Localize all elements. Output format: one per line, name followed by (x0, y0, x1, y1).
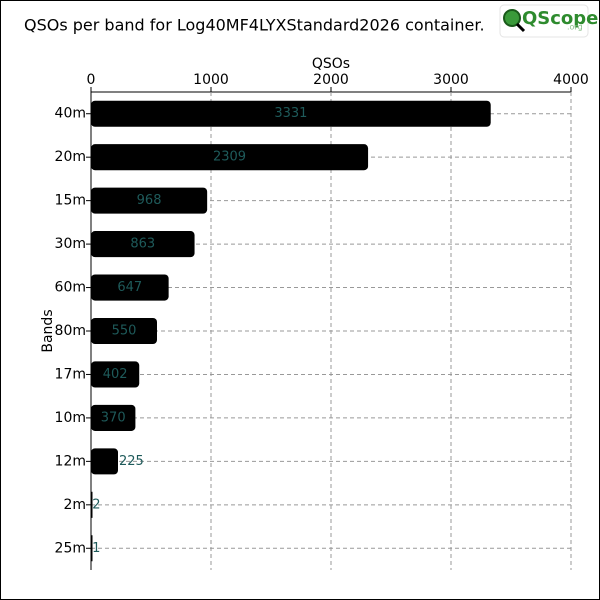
x-tick-label: 3000 (433, 72, 469, 88)
value-label: 647 (117, 280, 142, 295)
y-tick-label: 12m (55, 453, 86, 469)
logo: QScope .org (499, 4, 598, 38)
y-tick-label: 2m (63, 497, 86, 513)
value-label: 2 (92, 497, 100, 512)
chart-title: QSOs per band for Log40MF4LYXStandard202… (24, 16, 485, 35)
value-label: 550 (112, 324, 137, 339)
bar (91, 535, 93, 562)
value-label: 968 (137, 193, 162, 208)
bar (91, 361, 140, 388)
bar (91, 448, 118, 475)
value-label: 225 (119, 454, 144, 469)
y-tick-label: 15m (55, 193, 86, 209)
bar (91, 404, 136, 431)
y-tick-label: 60m (55, 280, 86, 296)
logo-handle (515, 22, 526, 33)
x-axis-label: QSOs (312, 56, 350, 72)
x-tick-label: 0 (87, 72, 96, 88)
logo-icon (503, 9, 521, 27)
value-label: 1 (92, 541, 100, 556)
bar (91, 144, 369, 171)
x-tick-label: 1000 (193, 72, 229, 88)
x-tick-label: 2000 (313, 72, 349, 88)
y-tick-label: 20m (55, 149, 86, 165)
y-tick-label: 10m (55, 410, 86, 426)
y-axis-label: Bands (40, 309, 56, 352)
y-tick-label: 25m (55, 540, 86, 556)
logo-suffix: .org (567, 23, 583, 32)
bar (91, 317, 157, 345)
bar (91, 231, 195, 258)
bar (91, 187, 208, 214)
bar (91, 491, 93, 518)
y-tick-label: 17m (55, 366, 86, 382)
logo-name: QScope (522, 8, 598, 29)
bar (91, 274, 169, 301)
value-label: 863 (130, 237, 155, 252)
value-label: 402 (103, 367, 128, 382)
y-tick-label: 80m (55, 323, 86, 339)
value-label: 3331 (274, 106, 307, 121)
value-label: 370 (101, 410, 126, 425)
value-label: 2309 (213, 150, 246, 165)
y-tick-label: 30m (55, 236, 86, 252)
bar (91, 100, 491, 127)
y-tick-label: 40m (55, 106, 86, 122)
x-tick-label: 4000 (553, 72, 589, 88)
